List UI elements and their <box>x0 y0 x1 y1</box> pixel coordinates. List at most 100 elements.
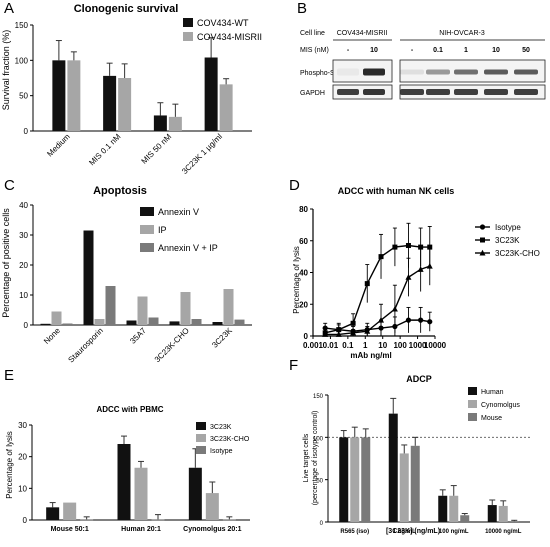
phospho-band <box>400 69 424 75</box>
bar <box>105 286 116 325</box>
bar <box>180 292 191 325</box>
y-tick-label: 0 <box>24 127 29 136</box>
panel-d-title: ADCC with human NK cells <box>338 186 455 196</box>
category-label: MIS 0.1 nM <box>87 132 123 168</box>
bar <box>137 296 148 325</box>
legend-swatch <box>196 446 206 454</box>
legend-swatch <box>140 243 154 252</box>
panel-a-title: Clonogenic survival <box>74 3 179 15</box>
y-tick-label: 100 <box>15 56 29 65</box>
bar <box>153 115 167 131</box>
bar <box>361 437 371 522</box>
data-point <box>335 331 342 337</box>
legend-label: 3C23K <box>210 424 232 431</box>
bar <box>460 515 470 522</box>
legend-swatch <box>183 18 193 27</box>
category-label: Mouse 50:1 <box>51 526 89 533</box>
category-label: MIS 50 nM <box>140 132 174 166</box>
blot-dose-label: - <box>411 47 414 54</box>
panel-letter-b: B <box>297 0 307 17</box>
x-tick-label: 10000 <box>424 341 447 350</box>
blot-cell-line-left: COV434-MISRII <box>337 30 388 37</box>
panel-letter-a: A <box>4 0 14 17</box>
x-tick-label: 1 <box>363 341 368 350</box>
blot-frame-phospho-left <box>332 59 393 83</box>
bar <box>52 60 66 132</box>
panel-letter-c: C <box>4 177 15 194</box>
y-tick-label: 30 <box>19 231 28 240</box>
y-tick-label: 150 <box>15 21 29 30</box>
y-tick-label: 50 <box>19 92 28 101</box>
legend-swatch <box>468 387 477 395</box>
data-point <box>322 331 329 337</box>
data-point <box>405 317 412 323</box>
bar <box>498 505 508 522</box>
category-label: 3C23K-CHO <box>153 326 191 364</box>
bar <box>212 322 223 325</box>
panel-d-xlabel: mAb ng/ml <box>350 351 391 360</box>
blot-row-phospho: Phospho-Smad1/5 <box>300 70 358 77</box>
bar <box>388 413 398 522</box>
x-tick-label: 1000 <box>409 341 427 350</box>
panel-f-title: ADCP <box>406 374 432 384</box>
blot-cell-line-label: Cell line <box>300 30 325 37</box>
bar <box>40 323 51 325</box>
bar <box>205 493 219 520</box>
y-tick-label: 0 <box>24 321 29 330</box>
y-tick-label: 80 <box>299 205 308 214</box>
legend-swatch <box>196 434 206 442</box>
legend-label: Cynomolgus <box>481 402 520 409</box>
panel-d-ylabel: Percentage of lysis <box>292 246 301 314</box>
data-point <box>417 266 424 272</box>
data-point <box>378 316 385 323</box>
phospho-band <box>363 68 385 76</box>
bar <box>219 84 233 131</box>
y-tick-label: 60 <box>299 237 308 246</box>
legend-label: Isotype <box>495 223 521 232</box>
y-tick-label: 0 <box>304 332 309 341</box>
blot-dose-label: 1 <box>464 47 468 54</box>
data-point <box>350 329 357 336</box>
blot-dose-label: 0.1 <box>433 47 443 54</box>
data-point <box>392 244 398 250</box>
legend-marker <box>479 224 486 230</box>
panel-e-ylabel: Percentage of lysis <box>5 431 14 499</box>
data-point <box>405 243 411 249</box>
category-label: Human 20:1 <box>121 526 161 533</box>
bar <box>204 57 218 131</box>
category-label: 100 ng/mL <box>439 529 469 535</box>
panel-f-ylabel-line2: (percentage of isotype control) <box>312 411 319 506</box>
bar <box>83 230 94 325</box>
bar <box>339 437 349 522</box>
category-label: Cynomolgus 20:1 <box>183 526 241 533</box>
legend-swatch <box>196 422 206 430</box>
x-tick-label: 10 <box>378 341 387 350</box>
bar <box>67 60 81 132</box>
x-tick-label: 0.001 <box>303 341 324 350</box>
category-label: Medium <box>45 132 72 159</box>
category-label: 3C23K 1 µg/ml <box>180 132 224 176</box>
phospho-band <box>514 69 538 75</box>
panel-c-title: Apoptosis <box>93 185 147 197</box>
data-point <box>364 281 370 287</box>
category-label: 3C23K <box>210 326 234 350</box>
bar <box>148 317 159 325</box>
panel-e-title: ADCC with PBMC <box>96 405 163 414</box>
legend-swatch <box>140 225 154 234</box>
blot-dose-label: - <box>347 47 350 54</box>
gapdh-band <box>514 89 538 95</box>
y-tick-label: 10 <box>18 484 27 493</box>
panel-a-ylabel: Survival fraction (%) <box>1 30 11 111</box>
bar <box>46 507 60 520</box>
gapdh-band <box>400 89 424 95</box>
bar <box>103 75 117 131</box>
legend-swatch <box>468 413 477 421</box>
panel-f-chart: 0 50 100 150 R565 (iso) 1 ng/mL 100 ng/mL 10000… <box>313 387 530 535</box>
blot-dose-label: 10 <box>370 47 378 54</box>
bar <box>80 519 94 521</box>
legend-label: 3C23K-CHO <box>210 436 250 443</box>
x-tick-label: 0.01 <box>323 341 339 350</box>
bar <box>151 519 165 521</box>
data-point <box>405 274 412 280</box>
legend-label: Isotype <box>210 448 233 455</box>
